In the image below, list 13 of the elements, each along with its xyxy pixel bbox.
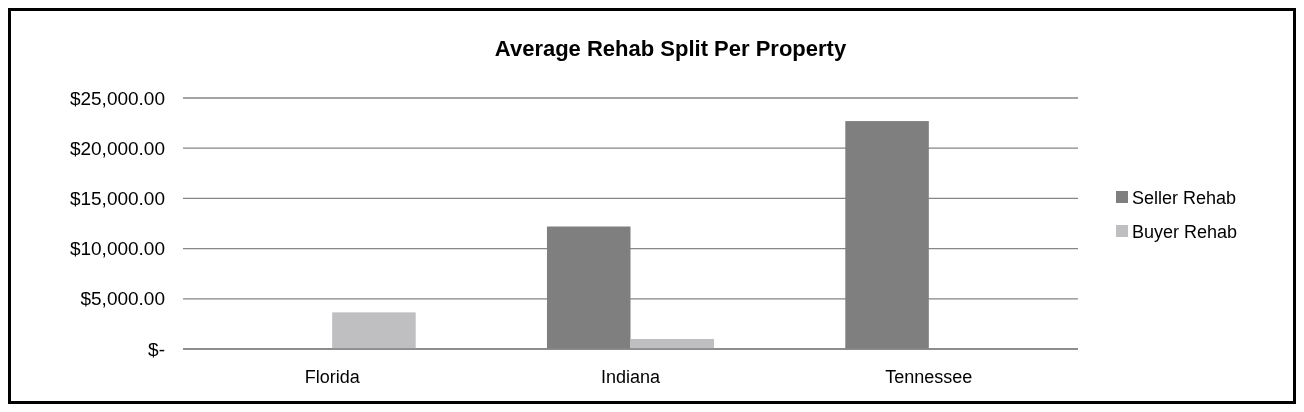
bar (332, 312, 416, 349)
y-tick-label: $25,000.00 (69, 87, 165, 109)
x-tick-label: Tennessee (885, 367, 973, 387)
x-tick-label: Florida (304, 367, 361, 387)
x-tick-label: Indiana (600, 367, 662, 387)
legend-label: Seller Rehab (1132, 188, 1237, 209)
y-tick-label: $10,000.00 (69, 238, 165, 260)
y-tick-label: $15,000.00 (69, 188, 165, 210)
y-tick-label: $20,000.00 (69, 137, 165, 159)
chart-title: Average Rehab Split Per Property (494, 36, 847, 61)
legend-label: Buyer Rehab (1132, 222, 1238, 243)
y-tick-label: $- (148, 338, 165, 360)
y-tick-label: $5,000.00 (80, 288, 165, 310)
